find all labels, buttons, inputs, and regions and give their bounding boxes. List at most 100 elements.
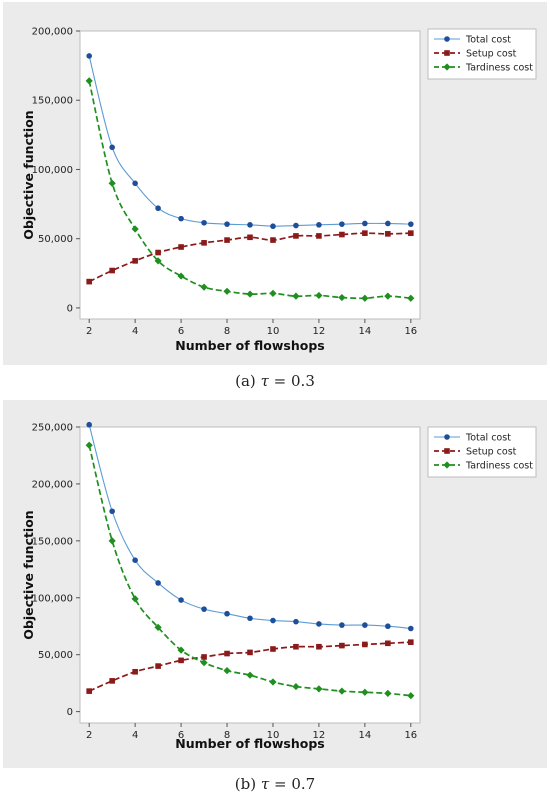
series-total-cost bbox=[86, 421, 414, 632]
legend-marker-setup-cost bbox=[444, 50, 450, 56]
data-point-total-cost bbox=[247, 222, 253, 228]
data-point-setup-cost bbox=[155, 663, 161, 669]
data-point-tardiness-cost bbox=[407, 294, 415, 302]
y-axis-title: Objective function bbox=[21, 110, 36, 239]
legend-label-setup-cost: Setup cost bbox=[466, 49, 517, 60]
data-point-tardiness-cost bbox=[246, 290, 254, 298]
data-point-tardiness-cost bbox=[154, 257, 162, 265]
caption-a-equals: = bbox=[273, 372, 287, 390]
caption-b-label: (b) bbox=[234, 775, 257, 793]
x-tick-label: 16 bbox=[404, 730, 417, 741]
data-point-setup-cost bbox=[178, 244, 184, 250]
legend-label-total-cost: Total cost bbox=[465, 35, 511, 46]
caption-b-symbol: τ bbox=[260, 775, 270, 793]
x-tick-label: 2 bbox=[86, 730, 92, 741]
data-point-total-cost bbox=[132, 180, 138, 187]
data-point-total-cost bbox=[201, 606, 207, 612]
data-point-tardiness-cost bbox=[315, 291, 323, 300]
data-point-tardiness-cost bbox=[384, 689, 392, 697]
data-point-setup-cost bbox=[109, 267, 115, 274]
data-point-total-cost bbox=[224, 610, 230, 617]
y-tick-label: 100,000 bbox=[32, 593, 73, 604]
legend-label-tardiness-cost: Tardiness cost bbox=[465, 63, 533, 74]
data-point-setup-cost bbox=[362, 641, 368, 648]
data-point-setup-cost bbox=[293, 643, 299, 650]
legend: Total cost Setup cost Tardiness cost bbox=[427, 28, 537, 80]
y-tick-label: 250,000 bbox=[32, 423, 73, 434]
y-axis-title: Objective function bbox=[21, 510, 36, 639]
data-point-total-cost bbox=[270, 617, 276, 624]
series-line-tardiness-cost bbox=[88, 445, 411, 697]
chart-b: 2 4 6 8 10 12 14 16 0 50,000 100,000 150,000 200,000… bbox=[21, 421, 537, 751]
data-point-setup-cost bbox=[270, 237, 276, 243]
data-point-total-cost bbox=[339, 622, 345, 628]
data-point-setup-cost bbox=[178, 657, 184, 664]
y-tick-label: 50,000 bbox=[38, 234, 73, 245]
legend-marker-total-cost bbox=[444, 36, 450, 42]
data-point-setup-cost bbox=[109, 678, 115, 684]
series-tardiness-cost bbox=[85, 77, 415, 302]
x-tick-label: 4 bbox=[132, 730, 138, 741]
data-point-tardiness-cost bbox=[223, 667, 231, 675]
data-point-setup-cost bbox=[247, 649, 253, 656]
x-tick-label: 2 bbox=[86, 326, 92, 337]
data-point-tardiness-cost bbox=[246, 671, 254, 679]
caption-b: (b) τ = 0.7 bbox=[0, 775, 550, 793]
plot-area bbox=[79, 30, 421, 320]
chart-a: 2 4 6 8 10 12 14 16 0 50,000 100,000 150,000 200,000… bbox=[21, 27, 537, 353]
data-point-total-cost bbox=[86, 421, 92, 428]
data-point-tardiness-cost bbox=[361, 294, 369, 302]
data-point-total-cost bbox=[155, 205, 161, 212]
y-tick-label: 0 bbox=[67, 303, 73, 314]
series-setup-cost bbox=[86, 230, 414, 285]
data-point-setup-cost bbox=[201, 654, 207, 660]
data-point-setup-cost bbox=[316, 233, 322, 239]
data-point-setup-cost bbox=[224, 650, 230, 657]
legend-label-tardiness-cost: Tardiness cost bbox=[465, 461, 533, 472]
x-tick-label: 6 bbox=[178, 326, 184, 337]
data-point-total-cost bbox=[247, 615, 253, 622]
data-point-total-cost bbox=[201, 219, 207, 226]
data-point-setup-cost bbox=[362, 230, 368, 236]
y-tick-label: 150,000 bbox=[32, 536, 73, 547]
data-point-total-cost bbox=[109, 508, 115, 515]
data-point-total-cost bbox=[385, 623, 391, 630]
series-line-setup-cost bbox=[88, 232, 411, 283]
data-point-total-cost bbox=[408, 221, 414, 227]
caption-b-equals: = bbox=[273, 775, 287, 793]
data-point-setup-cost bbox=[201, 240, 207, 246]
caption-a: (a) τ = 0.3 bbox=[0, 372, 550, 390]
data-point-setup-cost bbox=[132, 668, 138, 675]
data-point-tardiness-cost bbox=[108, 179, 116, 187]
y-tick-label: 50,000 bbox=[38, 650, 73, 661]
legend-marker-tardiness-cost bbox=[443, 461, 451, 469]
x-tick-label: 10 bbox=[267, 730, 280, 741]
y-tick-label: 100,000 bbox=[32, 165, 73, 176]
data-point-total-cost bbox=[408, 625, 414, 632]
data-point-total-cost bbox=[385, 220, 391, 227]
caption-a-symbol: τ bbox=[260, 372, 269, 390]
x-axis-title: Number of flowshops bbox=[175, 338, 324, 353]
x-tick-label: 10 bbox=[267, 326, 280, 337]
chart-panel-a: 2 4 6 8 10 12 14 16 0 50,000 100,000 150,000 200,000… bbox=[3, 2, 547, 365]
y-tick-label: 0 bbox=[67, 707, 73, 718]
data-point-total-cost bbox=[293, 222, 299, 229]
data-point-tardiness-cost bbox=[338, 293, 346, 302]
data-point-total-cost bbox=[178, 215, 184, 222]
data-point-tardiness-cost bbox=[177, 272, 185, 280]
data-point-tardiness-cost bbox=[131, 225, 139, 233]
data-point-total-cost bbox=[362, 220, 368, 227]
caption-a-value: 0.3 bbox=[291, 372, 315, 390]
series-total-cost bbox=[86, 53, 414, 230]
data-point-tardiness-cost bbox=[200, 659, 208, 667]
legend-label-total-cost: Total cost bbox=[465, 433, 511, 444]
data-point-total-cost bbox=[224, 221, 230, 227]
y-tick-label: 200,000 bbox=[32, 479, 73, 490]
data-point-tardiness-cost bbox=[85, 77, 93, 85]
series-setup-cost bbox=[86, 639, 414, 694]
data-point-tardiness-cost bbox=[269, 289, 277, 297]
legend-marker-total-cost bbox=[444, 434, 450, 440]
legend-label-setup-cost: Setup cost bbox=[466, 447, 517, 458]
data-point-total-cost bbox=[109, 144, 115, 151]
data-point-tardiness-cost bbox=[269, 678, 277, 686]
